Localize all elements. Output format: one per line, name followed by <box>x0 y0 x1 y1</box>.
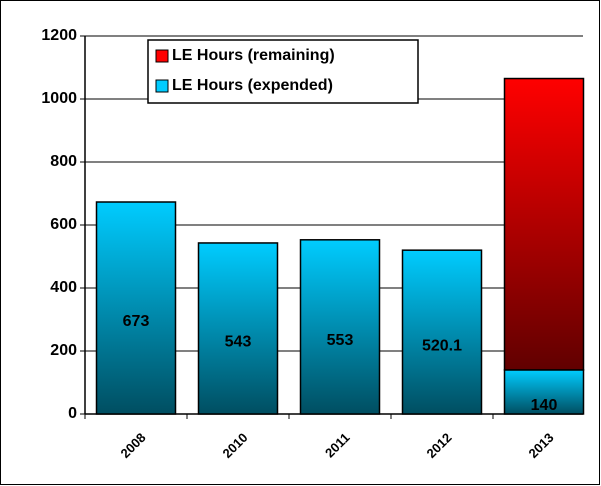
bar-segment <box>401 249 483 415</box>
y-tick-label: 1200 <box>41 27 77 44</box>
bar-segment <box>197 242 279 415</box>
y-tick-label: 200 <box>50 342 77 359</box>
data-label: 673 <box>123 313 150 330</box>
y-tick-label: 1000 <box>41 90 77 107</box>
bar-segment <box>95 201 177 415</box>
legend-label: LE Hours (remaining) <box>172 47 335 64</box>
legend-swatch <box>155 79 169 93</box>
bar-segment <box>503 369 585 415</box>
y-tick-label: 0 <box>68 405 77 422</box>
data-label: 140 <box>531 397 558 414</box>
legend-swatch <box>155 49 169 63</box>
y-tick-label: 600 <box>50 216 77 233</box>
y-tick-label: 800 <box>50 153 77 170</box>
data-label: 553 <box>327 332 354 349</box>
legend-box <box>147 39 419 104</box>
data-label: 543 <box>225 334 252 351</box>
bar-segment <box>503 77 585 371</box>
legend-label: LE Hours (expended) <box>172 77 333 94</box>
y-tick-label: 400 <box>50 279 77 296</box>
bar-segment <box>299 239 381 415</box>
data-label: 520.1 <box>422 337 462 354</box>
